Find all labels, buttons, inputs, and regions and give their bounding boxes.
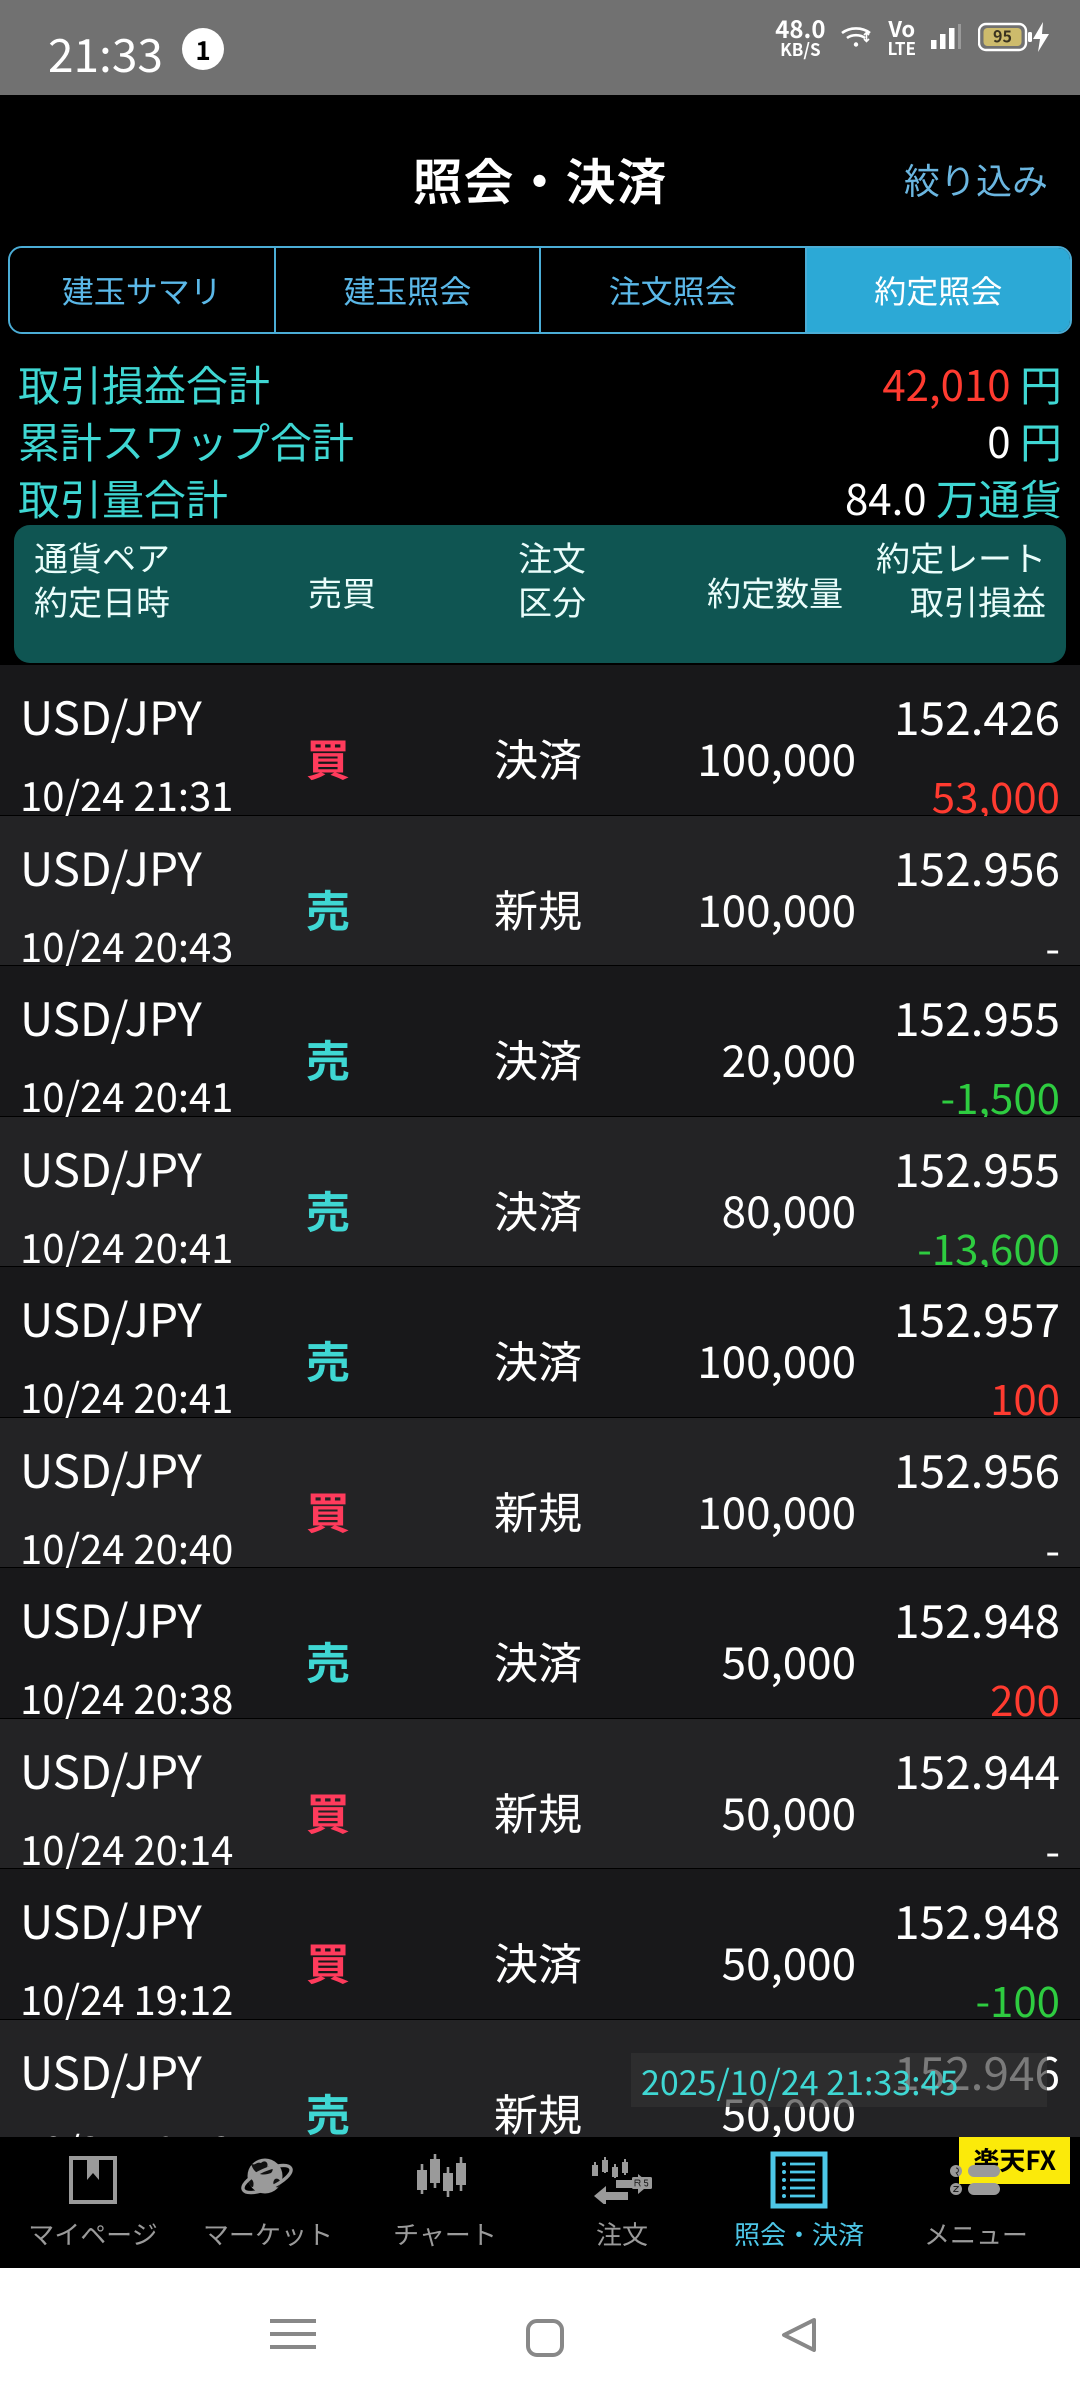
svg-text:95: 95 [993,23,1012,47]
